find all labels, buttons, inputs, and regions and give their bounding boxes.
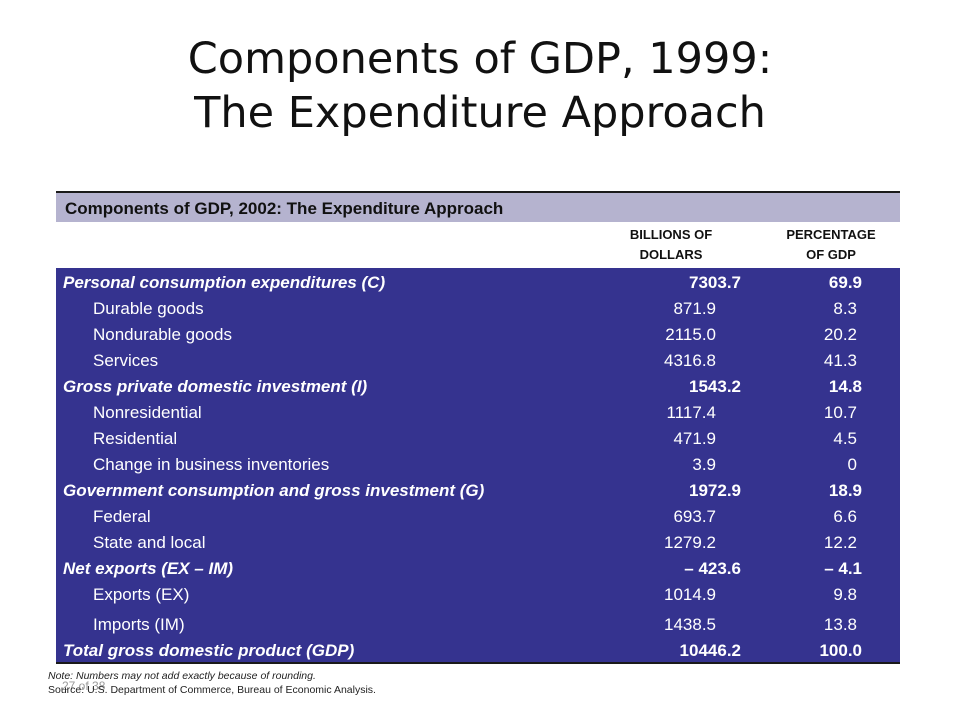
title-line-1: Components of GDP, 1999:	[187, 34, 773, 84]
table-source: Source: U.S. Department of Commerce, Bur…	[48, 684, 376, 696]
table-row: Government consumption and gross investm…	[56, 478, 900, 504]
row-billions: 10446.2	[679, 641, 741, 660]
row-percent: 18.9	[828, 481, 862, 500]
table-row: Net exports (EX – IM) – 423.6 – 4.1	[56, 556, 900, 582]
row-percent: 12.2	[823, 533, 857, 552]
row-percent: 10.7	[823, 403, 857, 422]
row-percent: 20.2	[823, 325, 857, 344]
row-billions: 1543.2	[689, 377, 741, 396]
title-line-2: The Expenditure Approach	[194, 88, 766, 138]
row-label: Services	[93, 351, 159, 370]
row-label: Residential	[93, 429, 178, 448]
row-percent: 6.6	[833, 507, 857, 526]
table-row: Residential 471.9 4.5	[56, 426, 900, 452]
table-row: Imports (IM) 1438.5 13.8	[56, 608, 900, 638]
row-label: Nonresidential	[93, 403, 202, 422]
row-percent: 4.5	[833, 429, 857, 448]
column-header-billions: BILLIONS OF DOLLARS	[629, 227, 713, 262]
row-percent: 9.8	[833, 585, 857, 604]
table-row: Durable goods 871.9 8.3	[56, 296, 900, 322]
row-label: Nondurable goods	[93, 325, 232, 344]
row-billions: 4316.8	[664, 351, 716, 370]
row-billions: 693.7	[673, 507, 716, 526]
row-billions: 1279.2	[664, 533, 716, 552]
row-billions: 1438.5	[664, 615, 716, 634]
table-row: State and local 1279.2 12.2	[56, 530, 900, 556]
row-percent: 8.3	[833, 299, 857, 318]
row-billions: 1972.9	[689, 481, 741, 500]
row-label: Gross private domestic investment (I)	[63, 377, 368, 396]
table-row: Exports (EX) 1014.9 9.8	[56, 582, 900, 608]
row-percent: 69.9	[828, 273, 862, 292]
row-label: Personal consumption expenditures (C)	[63, 273, 386, 292]
row-percent: 0	[847, 455, 857, 474]
slide-title: Components of GDP, 1999: The Expenditure…	[0, 32, 960, 140]
table-row: Federal 693.7 6.6	[56, 504, 900, 530]
row-label: Net exports (EX – IM)	[63, 559, 234, 578]
row-percent: – 4.1	[824, 559, 862, 578]
column-header-percent: PERCENTAGE OF GDP	[786, 227, 876, 262]
table-row: Change in business inventories 3.9 0	[56, 452, 900, 478]
row-label: Exports (EX)	[93, 585, 190, 604]
row-billions: 471.9	[673, 429, 716, 448]
row-percent: 14.8	[828, 377, 862, 396]
table-row: Nonresidential 1117.4 10.7	[56, 400, 900, 426]
row-percent: 100.0	[819, 641, 862, 660]
row-billions: 3.9	[692, 455, 716, 474]
row-label: Durable goods	[93, 299, 204, 318]
row-percent: 41.3	[823, 351, 857, 370]
row-billions: 1117.4	[666, 403, 716, 422]
table-row: Nondurable goods 2115.0 20.2	[56, 322, 900, 348]
row-billions: 1014.9	[664, 585, 716, 604]
table-body: Personal consumption expenditures (C) 73…	[56, 268, 900, 664]
row-label: Government consumption and gross investm…	[63, 481, 485, 500]
row-billions: – 423.6	[684, 559, 741, 578]
row-label: Total gross domestic product (GDP)	[63, 641, 355, 660]
table-row: Services 4316.8 41.3	[56, 348, 900, 374]
row-billions: 7303.7	[689, 273, 741, 292]
row-label: Imports (IM)	[93, 615, 185, 634]
row-label: State and local	[93, 533, 206, 552]
table-row: Gross private domestic investment (I) 15…	[56, 374, 900, 400]
row-billions: 871.9	[673, 299, 716, 318]
table-header: Components of GDP, 2002: The Expenditure…	[56, 191, 900, 222]
slide-number: 27 of 38	[62, 679, 106, 693]
table-row-total: Total gross domestic product (GDP) 10446…	[56, 638, 900, 664]
table-row: Personal consumption expenditures (C) 73…	[56, 270, 900, 296]
row-label: Change in business inventories	[93, 455, 330, 474]
gdp-table: Components of GDP, 2002: The Expenditure…	[56, 191, 900, 664]
row-percent: 13.8	[823, 615, 857, 634]
column-headers: BILLIONS OF DOLLARS PERCENTAGE OF GDP	[56, 222, 900, 268]
row-label: Federal	[93, 507, 151, 526]
table-note: Note: Numbers may not add exactly becaus…	[48, 670, 316, 682]
row-billions: 2115.0	[665, 325, 716, 344]
